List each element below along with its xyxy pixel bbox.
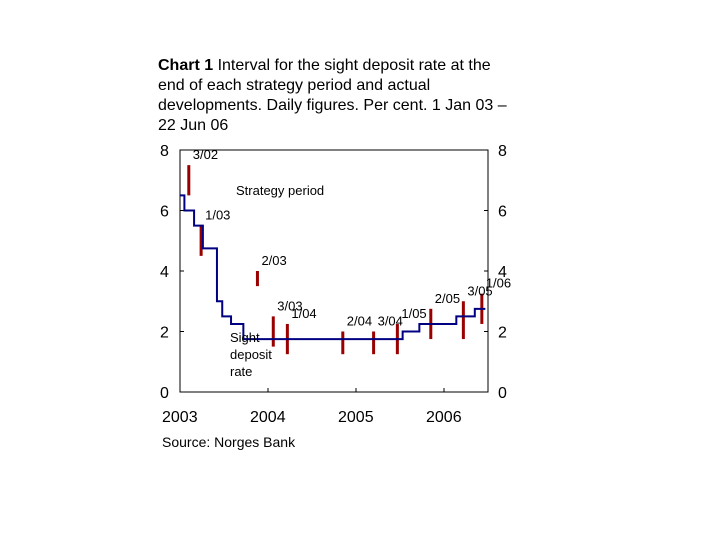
interval-label: 1/03: [205, 208, 230, 223]
source-note: Source: Norges Bank: [162, 434, 296, 450]
y-tick-label-right: 0: [498, 385, 507, 402]
plot-frame: [179, 149, 489, 393]
x-tick-label: 2006: [426, 409, 462, 426]
annotation-line: rate: [230, 364, 252, 379]
sight-deposit-series: [180, 194, 486, 341]
y-tick-label-right: 2: [498, 325, 507, 342]
interval-label: 1/05: [401, 306, 426, 321]
interval-label: 3/03: [277, 298, 302, 313]
y-tick-label-left: 8: [160, 143, 169, 160]
y-tick-label-left: 0: [160, 385, 169, 402]
interval-label: 1/04: [291, 306, 316, 321]
annotation-line: Sight: [230, 330, 260, 345]
chart-title: Chart 1 Interval for the sight deposit r…: [158, 56, 518, 136]
interval-labels: 3/02 1/03 2/03 3/031/04 2/04 3/041/05 2/05 3/05…: [193, 147, 511, 328]
x-tick-label: 2005: [338, 409, 374, 426]
x-tick-label: 2004: [250, 409, 286, 426]
interval-label: 3/02: [193, 147, 218, 162]
y-tick-label-left: 4: [160, 264, 169, 281]
series-line: [180, 194, 486, 341]
interval-label: 3/04: [378, 314, 403, 329]
x-tick-label: 2003: [162, 409, 198, 426]
y-tick-label-left: 6: [160, 204, 169, 221]
annotation-strategy-period: Strategy period: [236, 183, 324, 198]
y-tick-label-left: 2: [160, 325, 169, 342]
interval-label: 2/05: [435, 291, 460, 306]
chart-title-prefix: Chart 1: [158, 57, 214, 74]
chart-title-text: Interval for the sight deposit rate at t…: [158, 57, 507, 134]
interval-label: 2/03: [261, 253, 286, 268]
annotation-sight-deposit-rate: Sight deposit rate: [230, 330, 272, 379]
y-tick-label-right: 8: [498, 143, 507, 160]
strategy-intervals: [187, 165, 484, 355]
y-tick-label-right: 6: [498, 204, 507, 221]
interval-label: 3/05: [467, 283, 492, 298]
interval-label: 1/06: [486, 276, 511, 291]
axes: 0 0 2 2 4 4 6 6 8 8 2003 2004 2005 2006: [160, 143, 507, 426]
y-tick-label-right: 4: [498, 264, 507, 281]
interval-label: 2/04: [347, 314, 372, 329]
annotation-line: deposit: [230, 347, 272, 362]
